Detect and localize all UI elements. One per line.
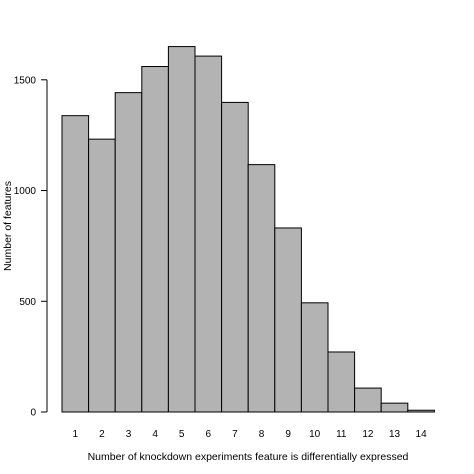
bar-11: [327, 351, 356, 413]
x-tick-label-5: 5: [179, 429, 185, 440]
bar-6: [194, 55, 223, 413]
x-tick-label-11: 11: [336, 429, 347, 440]
bar-9: [274, 227, 302, 413]
bar-4: [141, 66, 169, 413]
x-tick-label-1: 1: [73, 429, 79, 440]
bar-14: [407, 409, 435, 413]
x-tick-labels: 1 2 3 4 5 6 7 8 9 10 11 12 13 14: [73, 429, 428, 440]
x-tick-label-8: 8: [259, 429, 265, 440]
x-tick-label-3: 3: [126, 429, 132, 440]
y-axis: 0 500 1000 1500: [14, 75, 48, 419]
x-tick-label-2: 2: [99, 429, 105, 440]
bar-8: [247, 164, 276, 413]
x-tick-label-12: 12: [362, 429, 374, 440]
y-tick-label-1000: 1000: [14, 186, 37, 197]
bar-1: [61, 115, 90, 413]
x-tick-label-10: 10: [309, 429, 321, 440]
x-axis-title: Number of knockdown experiments feature …: [88, 451, 409, 463]
bar-10: [300, 302, 329, 413]
y-axis-title: Number of features: [2, 181, 14, 271]
x-tick-label-7: 7: [232, 429, 238, 440]
bar-3: [114, 92, 143, 413]
x-tick-label-6: 6: [206, 429, 212, 440]
x-tick-label-13: 13: [389, 429, 401, 440]
bar-2: [88, 138, 116, 413]
bars-group: [61, 46, 435, 413]
bar-5: [167, 46, 196, 413]
x-tick-label-9: 9: [285, 429, 291, 440]
y-tick-label-500: 500: [19, 297, 36, 308]
y-tick-label-0: 0: [30, 408, 36, 419]
x-tick-label-4: 4: [152, 429, 158, 440]
bar-7: [221, 101, 249, 413]
bar-13: [380, 402, 409, 413]
x-tick-label-14: 14: [416, 429, 428, 440]
y-tick-label-1500: 1500: [14, 75, 37, 86]
bar-12: [354, 387, 382, 413]
